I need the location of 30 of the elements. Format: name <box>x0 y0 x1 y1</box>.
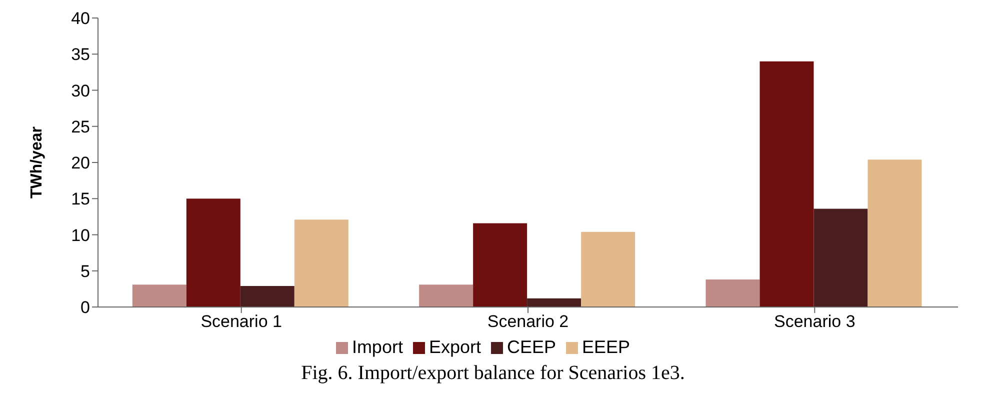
bar <box>294 220 348 307</box>
bar <box>132 284 186 307</box>
legend-label: Import <box>352 337 403 357</box>
bar <box>419 284 474 307</box>
bar <box>240 286 294 307</box>
y-tick-label: 5 <box>80 262 90 281</box>
bar <box>581 232 636 307</box>
bar <box>760 61 814 307</box>
legend-label: Export <box>428 337 481 357</box>
x-tick-label: Scenario 3 <box>774 312 856 332</box>
y-axis-title: TWh/year <box>28 126 46 199</box>
y-tick-label: 40 <box>71 9 90 28</box>
y-tick-label: 25 <box>71 117 90 136</box>
bar <box>527 298 582 307</box>
bar <box>186 198 240 307</box>
legend-label: CEEP <box>506 337 556 357</box>
y-tick-label: 15 <box>71 190 90 209</box>
y-tick-label: 10 <box>71 226 90 245</box>
bar <box>814 208 868 307</box>
x-tick-label: Scenario 2 <box>487 312 569 332</box>
y-tick-label: 35 <box>71 45 90 64</box>
x-tick-label: Scenario 1 <box>200 312 282 332</box>
bar <box>868 160 922 307</box>
y-tick-label: 0 <box>80 298 90 318</box>
y-tick-label: 20 <box>71 154 90 173</box>
bar <box>473 223 528 307</box>
bar <box>706 280 760 307</box>
caption: Fig. 6. Import/export balance for Scenarios 1e3. <box>300 362 686 385</box>
legend-label: EEEP <box>582 337 630 357</box>
y-tick-label: 30 <box>71 81 90 100</box>
